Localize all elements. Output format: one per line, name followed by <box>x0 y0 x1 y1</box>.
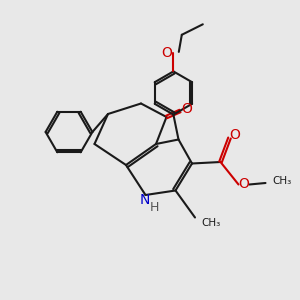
Text: O: O <box>161 46 172 60</box>
Text: O: O <box>181 102 192 116</box>
Text: N: N <box>140 194 150 207</box>
Text: O: O <box>230 128 240 142</box>
Text: O: O <box>238 178 249 191</box>
Text: CH₃: CH₃ <box>272 176 291 187</box>
Text: CH₃: CH₃ <box>201 218 220 229</box>
Text: H: H <box>150 201 159 214</box>
